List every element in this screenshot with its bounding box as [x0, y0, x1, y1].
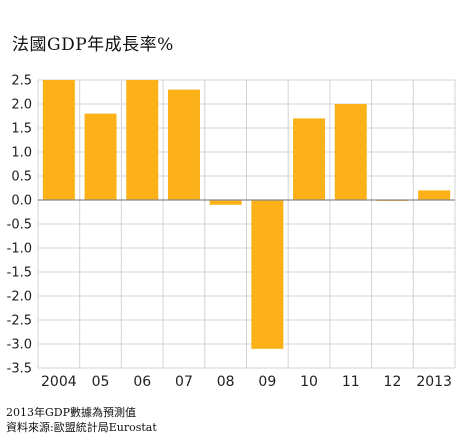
y-tick-label: -2.5	[7, 314, 32, 329]
source-note: 資料來源:歐盟統計局Eurostat	[6, 421, 157, 434]
bar-08	[209, 200, 242, 205]
y-tick-label: -3.0	[7, 338, 32, 353]
x-tick-label: 08	[217, 374, 235, 390]
y-tick-label: 2.0	[11, 98, 32, 113]
y-tick-label: 2.5	[11, 74, 32, 89]
grid-lines	[37, 79, 456, 369]
x-tick-label: 09	[258, 374, 276, 390]
x-tick-label: 05	[92, 374, 110, 390]
bar-10	[293, 118, 326, 200]
x-tick-label: 12	[384, 374, 402, 390]
y-tick-label: -3.5	[7, 362, 32, 377]
y-tick-label: 0.0	[11, 194, 32, 209]
y-tick-label: -0.5	[7, 218, 32, 233]
y-tick-label: -1.0	[7, 242, 32, 257]
chart-title: 法國GDP年成長率%	[12, 35, 174, 55]
y-tick-label: 1.0	[11, 146, 32, 161]
bar-11	[334, 104, 367, 200]
y-tick-label: -1.5	[7, 266, 32, 281]
x-tick-label: 07	[175, 374, 193, 390]
bar-05	[84, 113, 117, 200]
y-tick-labels: 2.5 2.0 1.5 1.0 0.5 0.0 -0.5 -1.0 -1.5 -2.0 -2.5 -3…	[7, 74, 32, 377]
bar-09	[251, 200, 284, 349]
x-tick-label: 06	[133, 374, 151, 390]
bar-2004	[42, 80, 75, 200]
y-tick-label: 0.5	[11, 170, 32, 185]
x-tick-label: 2004	[41, 374, 77, 390]
bars	[42, 80, 451, 349]
x-tick-labels: 2004 05 06 07 08 09 10 11 12 2013	[41, 374, 452, 390]
x-tick-label: 11	[342, 374, 360, 390]
bar-2013	[418, 190, 451, 200]
x-tick-label: 10	[300, 374, 318, 390]
y-tick-label: -2.0	[7, 290, 32, 305]
y-tick-label: 1.5	[11, 122, 32, 137]
forecast-note: 2013年GDP數據為預測值	[6, 406, 137, 419]
bar-07	[167, 89, 200, 200]
x-tick-label: 2013	[416, 374, 452, 390]
bar-06	[126, 80, 159, 200]
